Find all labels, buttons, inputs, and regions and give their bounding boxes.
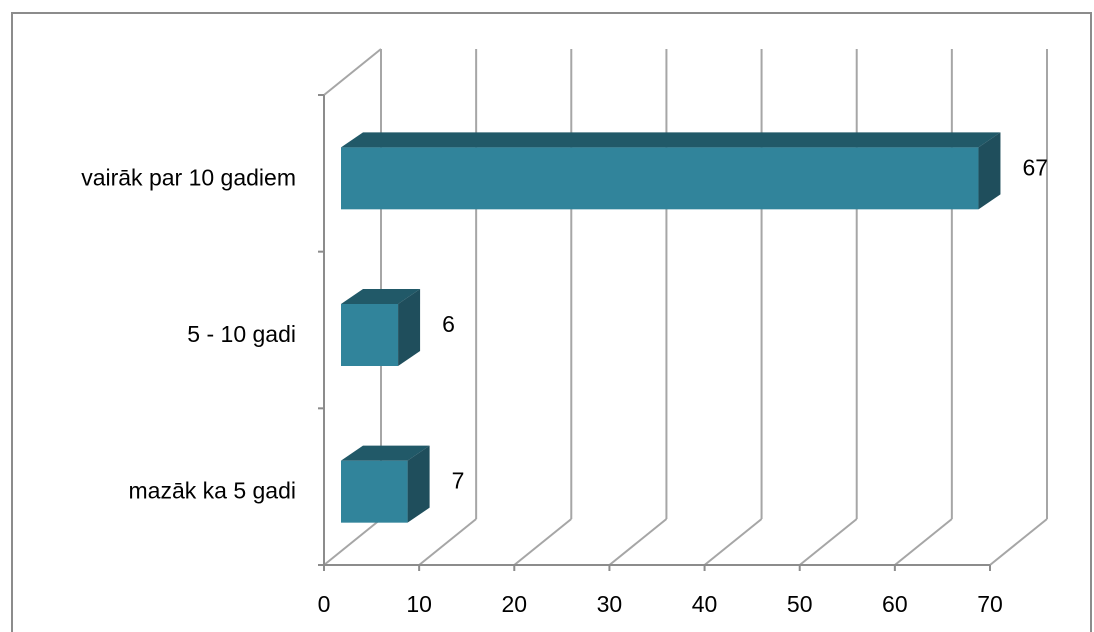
bar-top: [341, 132, 1001, 148]
gridline-floor: [418, 518, 477, 566]
data-label: 67: [1022, 154, 1048, 180]
data-label: 7: [452, 468, 465, 494]
bar-side: [978, 132, 1001, 210]
labels: 0 10 20 30 40 50 60 70 mazāk ka 5 gadi 7 5 - 10 ga…: [81, 154, 1048, 617]
bar-side: [407, 445, 430, 523]
category-label: 5 - 10 gadi: [187, 321, 296, 347]
gridlines: [323, 48, 1048, 566]
bar-front: [341, 460, 408, 523]
bar-front: [341, 147, 979, 210]
bar: [341, 289, 421, 366]
x-tick-label: 30: [597, 591, 623, 617]
x-tick-label: 50: [787, 591, 813, 617]
chart-frame: [11, 12, 1092, 632]
bar-top: [341, 445, 430, 461]
wall-top-edge: [323, 48, 382, 96]
gridline-floor: [799, 518, 858, 566]
category-label: vairāk par 10 gadiem: [81, 164, 296, 190]
gridline-floor: [513, 518, 572, 566]
gridline-floor: [703, 518, 763, 566]
bar: [341, 132, 1001, 210]
gridline-floor: [608, 518, 668, 566]
bar-top: [341, 289, 421, 304]
bar-side: [398, 289, 421, 366]
data-label: 6: [442, 311, 455, 337]
x-tick-label: 60: [882, 591, 908, 617]
x-tick-label: 10: [406, 591, 432, 617]
gridline-floor: [989, 518, 1048, 566]
x-tick-label: 40: [692, 591, 718, 617]
category-label: mazāk ka 5 gadi: [129, 478, 296, 504]
axes: [318, 94, 991, 571]
gridline-floor: [323, 518, 382, 566]
x-tick-label: 20: [501, 591, 527, 617]
x-tick-label: 70: [977, 591, 1003, 617]
gridline-floor: [894, 518, 953, 566]
x-tick-label: 0: [318, 591, 331, 617]
bars: [341, 132, 1001, 523]
bar-front: [341, 304, 399, 366]
bar: [341, 445, 430, 523]
